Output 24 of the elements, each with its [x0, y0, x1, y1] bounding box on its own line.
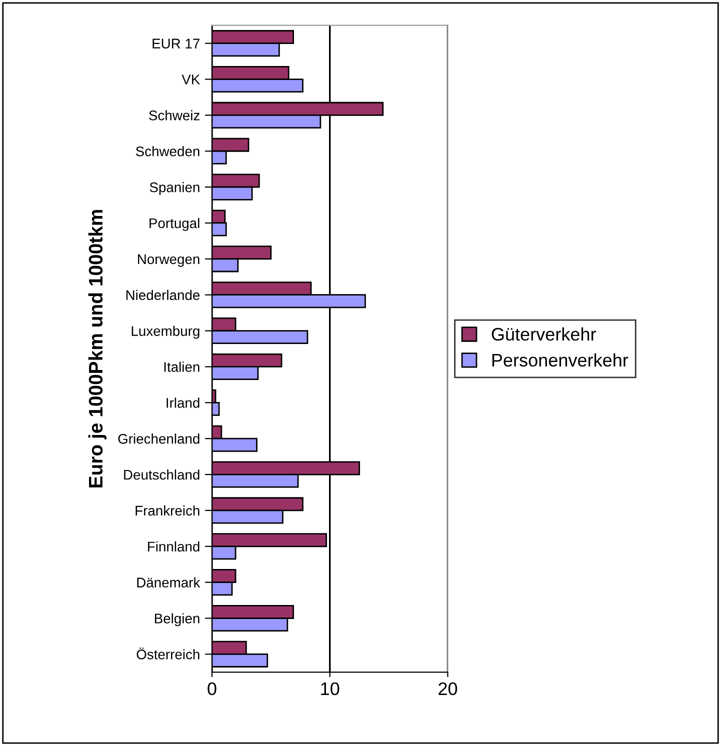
y-tick-label: Frankreich [136, 505, 200, 516]
y-tick-label: Österreich [136, 648, 200, 660]
legend-label: Personenverkehr [492, 353, 628, 367]
y-tick-label: Deutschland [124, 469, 200, 480]
y-axis-title: Euro je 1000Pkm und 1000tkm [88, 210, 106, 488]
y-tick-label: EUR 17 [152, 38, 200, 48]
x-tick-label: 10 [321, 682, 340, 696]
y-tick-label: Norwegen [138, 254, 200, 267]
y-tick-label: Finnland [148, 541, 200, 552]
y-tick-label: Italien [164, 362, 200, 372]
y-tick-label: Dänemark [137, 577, 200, 588]
legend-label: Güterverkehr [492, 327, 596, 341]
y-tick-label: Niederlande [126, 290, 200, 300]
y-tick-label: Spanien [150, 182, 200, 195]
y-tick-label: Schweiz [149, 110, 200, 120]
x-tick-label: 0 [208, 682, 216, 696]
y-tick-label: Irland [166, 398, 200, 408]
y-tick-label: Portugal [150, 218, 200, 231]
x-tick-label: 20 [438, 682, 458, 696]
y-tick-label: Schweden [136, 146, 200, 156]
y-tick-label: Belgien [154, 613, 200, 626]
y-tick-label: Griechenland [118, 434, 200, 444]
y-tick-label: Luxemburg [132, 326, 200, 339]
y-tick-label: VK [182, 74, 200, 84]
